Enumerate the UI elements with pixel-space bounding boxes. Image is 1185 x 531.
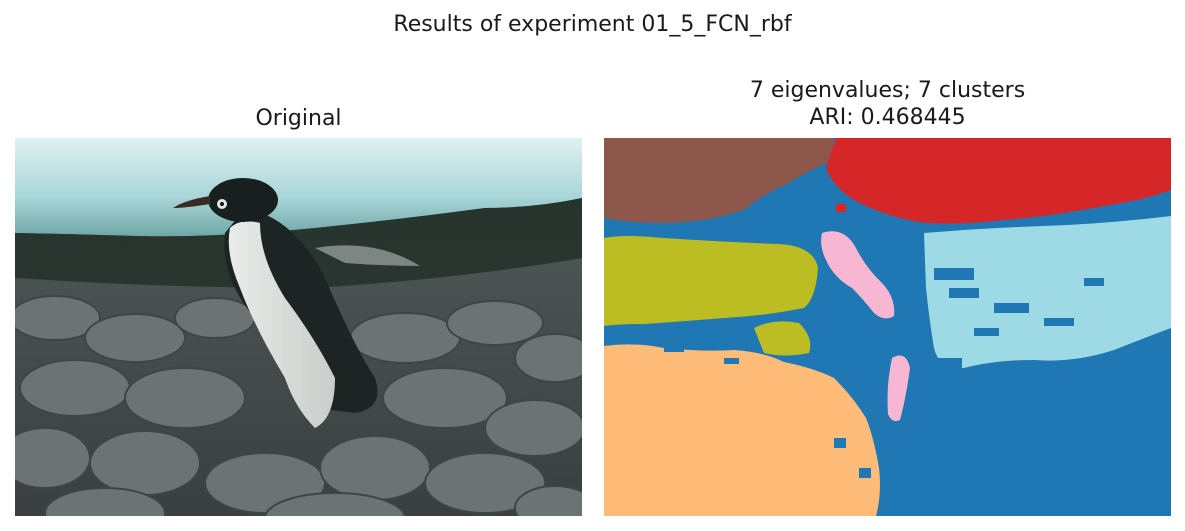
penguin-figure	[173, 178, 420, 428]
figure-suptitle: Results of experiment 01_5_FCN_rbf	[393, 12, 792, 37]
segmentation-title-line2: ARI: 0.468445	[809, 105, 966, 130]
original-image	[15, 138, 582, 516]
segmentation-title-line1: 7 eigenvalues; 7 clusters	[749, 78, 1026, 103]
cluster-pink	[821, 231, 895, 319]
segmentation-image	[604, 138, 1171, 516]
cluster-brown	[604, 138, 834, 223]
cluster-orange	[604, 344, 880, 516]
segmentation-map	[604, 138, 1171, 516]
segmentation-title: 7 eigenvalues; 7 clusters ARI: 0.468445	[604, 77, 1171, 131]
cluster-red	[826, 138, 1171, 224]
penguin-photo	[15, 138, 582, 516]
cluster-olive	[604, 236, 818, 326]
original-image-title: Original	[255, 106, 342, 131]
